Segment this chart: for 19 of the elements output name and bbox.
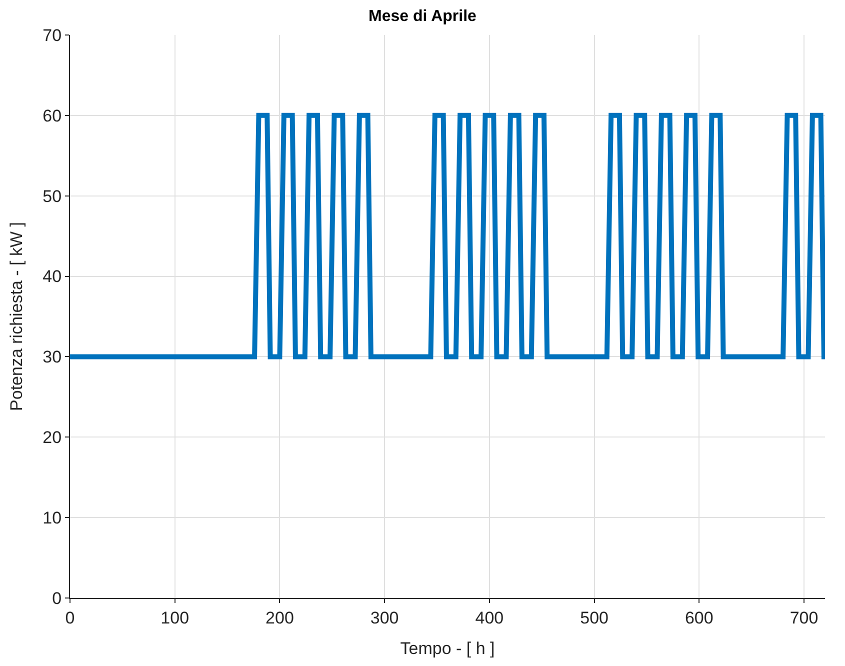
y-tick-label: 50	[42, 186, 62, 206]
x-tick-label: 300	[370, 608, 399, 628]
y-tick-label: 20	[42, 428, 62, 448]
x-tick-label: 0	[65, 608, 75, 628]
x-tick-label: 600	[684, 608, 714, 628]
x-axis-title: Tempo - [ h ]	[400, 638, 495, 658]
y-tick-label: 0	[52, 588, 62, 608]
y-tick-label: 10	[42, 508, 62, 528]
y-axis-title: Potenza richiesta - [ kW ]	[7, 222, 26, 411]
x-tick-label: 100	[160, 608, 190, 628]
x-tick-label: 400	[475, 608, 504, 628]
y-tick-label: 60	[42, 106, 62, 126]
x-tick-label: 500	[580, 608, 608, 628]
x-tick-label: 200	[266, 608, 294, 628]
y-tick-label: 40	[42, 267, 62, 286]
y-tick-label: 30	[42, 348, 62, 367]
y-tick-label: 70	[42, 26, 62, 45]
x-tick-label: 700	[790, 608, 818, 628]
chart-title: Mese di Aprile	[368, 8, 477, 26]
